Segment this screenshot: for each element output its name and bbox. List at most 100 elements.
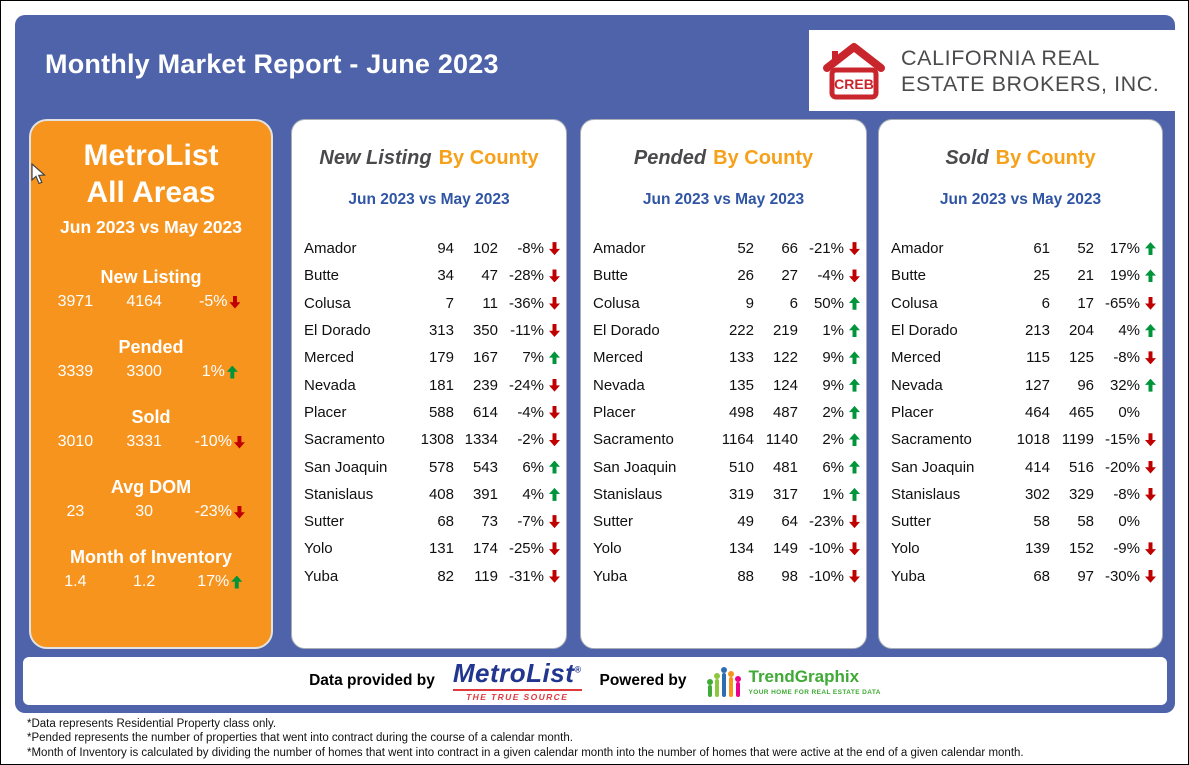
county-current-value: 510 (728, 458, 754, 476)
metric-current-value: 23 (66, 503, 85, 520)
county-previous-value: 119 (474, 567, 498, 585)
county-percent: -36% (508, 294, 544, 312)
county-row: Sutter 68 73 -7% (292, 508, 566, 535)
metric-change: -5% (179, 293, 262, 311)
metric-percent: 1% (201, 363, 225, 380)
county-current-value: 94 (437, 240, 454, 258)
county-name: Amador (593, 240, 646, 258)
up-arrow-icon (1145, 378, 1156, 392)
county-name: Yolo (593, 540, 622, 558)
county-percent: 6% (822, 458, 844, 476)
metric-current-value: 3010 (57, 433, 94, 450)
county-name: San Joaquin (891, 458, 975, 476)
metric-percent: 17% (197, 573, 230, 590)
down-arrow-icon (849, 242, 860, 256)
county-table: Amador 94 102 -8% Butte 34 47 -28% (292, 235, 566, 590)
county-percent: 17% (1109, 240, 1140, 258)
county-row: San Joaquin 414 516 -20% (879, 453, 1162, 480)
county-row: Sacramento 1308 1334 -2% (292, 426, 566, 453)
county-previous-value: 17 (1077, 294, 1094, 312)
down-arrow-icon (1145, 460, 1156, 474)
panel-title: Pended By County (581, 147, 866, 170)
county-percent: -7% (517, 513, 544, 531)
county-name: El Dorado (891, 322, 958, 340)
down-arrow-icon (1145, 296, 1156, 310)
panel-sold: Sold By County Jun 2023 vs May 2023 Amado… (878, 119, 1163, 649)
county-name: El Dorado (304, 322, 371, 340)
powered-by-label: Powered by (599, 672, 687, 689)
metric-values: 3971 4164 -5% (31, 293, 271, 311)
county-current-value: 25 (1033, 267, 1050, 285)
county-row: Stanislaus 319 317 1% (581, 481, 866, 508)
county-name: Sutter (891, 513, 932, 531)
county-previous-value: 122 (772, 349, 798, 367)
metric-percent: -10% (194, 433, 232, 450)
mouse-cursor (31, 163, 46, 185)
county-current-value: 7 (445, 294, 454, 312)
county-percent: 9% (822, 349, 844, 367)
up-arrow-icon (849, 351, 860, 365)
up-arrow-icon (1145, 324, 1156, 338)
county-percent: -8% (517, 240, 544, 258)
down-arrow-icon (549, 433, 560, 447)
county-row: Merced 179 167 7% (292, 344, 566, 371)
county-previous-value: 97 (1077, 567, 1094, 585)
county-row: Colusa 7 11 -36% (292, 290, 566, 317)
up-arrow-icon (849, 405, 860, 419)
summary-title-line1: MetroList (83, 139, 219, 172)
up-arrow-icon (849, 296, 860, 310)
footer-bar: Data provided by MetroList® THE TRUE SOU… (23, 657, 1167, 705)
county-previous-value: 152 (1068, 540, 1094, 558)
county-current-value: 58 (1033, 513, 1050, 531)
county-current-value: 88 (737, 567, 754, 585)
county-current-value: 34 (437, 267, 454, 285)
metric-previous-value: 4164 (126, 293, 162, 310)
county-name: Merced (891, 349, 942, 367)
county-name: Placer (304, 403, 347, 421)
county-name: Yolo (891, 540, 920, 558)
down-arrow-icon (1145, 433, 1156, 447)
county-name: Sacramento (593, 431, 674, 449)
county-name: Butte (891, 267, 927, 285)
county-row: Sacramento 1018 1199 -15% (879, 426, 1162, 453)
metric-current-value: 3971 (57, 293, 94, 310)
county-previous-value: 27 (781, 267, 798, 285)
county-row: Butte 34 47 -28% (292, 262, 566, 289)
metric-label: Pended (118, 337, 184, 357)
metric-previous-value: 30 (135, 503, 154, 520)
up-arrow-icon (849, 378, 860, 392)
creb-company-name: CALIFORNIA REAL ESTATE BROKERS, INC. (901, 45, 1160, 97)
down-arrow-icon (549, 378, 560, 392)
county-row: Nevada 135 124 9% (581, 371, 866, 398)
footnotes: *Data represents Residential Property cl… (27, 717, 1024, 760)
creb-acronym: CREB (834, 76, 874, 92)
panel-pended: Pended By County Jun 2023 vs May 2023 Ama… (580, 119, 867, 649)
county-current-value: 1308 (420, 431, 454, 449)
county-name: San Joaquin (304, 458, 388, 476)
summary-metric: Month of Inventory 1.4 1.2 17% (31, 546, 271, 591)
creb-name-line2: ESTATE BROKERS, INC. (901, 71, 1160, 96)
county-previous-value: 1140 (765, 431, 798, 449)
county-name: Amador (304, 240, 357, 258)
county-previous-value: 58 (1077, 513, 1094, 531)
county-current-value: 133 (728, 349, 754, 367)
down-arrow-icon (849, 269, 860, 283)
county-current-value: 179 (428, 349, 454, 367)
creb-house-icon: CREB (823, 42, 885, 99)
down-arrow-icon (1145, 487, 1156, 501)
county-name: Colusa (593, 294, 640, 312)
county-percent: 6% (522, 458, 544, 476)
up-arrow-icon (849, 487, 860, 501)
county-row: Merced 133 122 9% (581, 344, 866, 371)
down-arrow-icon (549, 542, 560, 556)
county-percent: -8% (1113, 349, 1140, 367)
panel-new-listing: New Listing By County Jun 2023 vs May 202… (291, 119, 567, 649)
county-name: Stanislaus (593, 485, 663, 503)
summary-metric: Avg DOM 23 30 -23% (31, 476, 271, 521)
county-current-value: 578 (428, 458, 454, 476)
county-previous-value: 219 (772, 322, 798, 340)
up-arrow-icon (231, 575, 243, 589)
up-arrow-icon (1145, 269, 1156, 283)
county-row: Merced 115 125 -8% (879, 344, 1162, 371)
